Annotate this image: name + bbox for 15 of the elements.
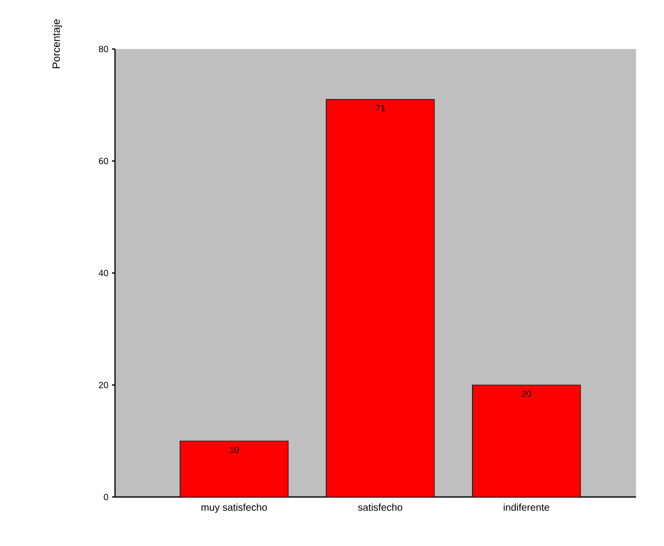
y-tick-label: 80 bbox=[98, 46, 108, 52]
bar bbox=[326, 99, 435, 497]
y-tick-label: 60 bbox=[98, 158, 108, 164]
data-label: 10 bbox=[230, 446, 239, 453]
x-tick-label: indiferente bbox=[504, 504, 550, 511]
y-tick-label: 20 bbox=[98, 382, 108, 388]
data-label: 71 bbox=[376, 105, 385, 112]
bar bbox=[180, 440, 288, 497]
y-axis-title: Porcentaje bbox=[52, 19, 62, 68]
y-tick-label: 0 bbox=[104, 494, 108, 500]
x-tick-label: muy satisfecho bbox=[202, 504, 267, 513]
bar bbox=[472, 384, 581, 497]
y-tick-label: 40 bbox=[98, 270, 108, 276]
x-tick-label: satisfecho bbox=[358, 504, 402, 511]
data-label: 20 bbox=[522, 390, 532, 397]
